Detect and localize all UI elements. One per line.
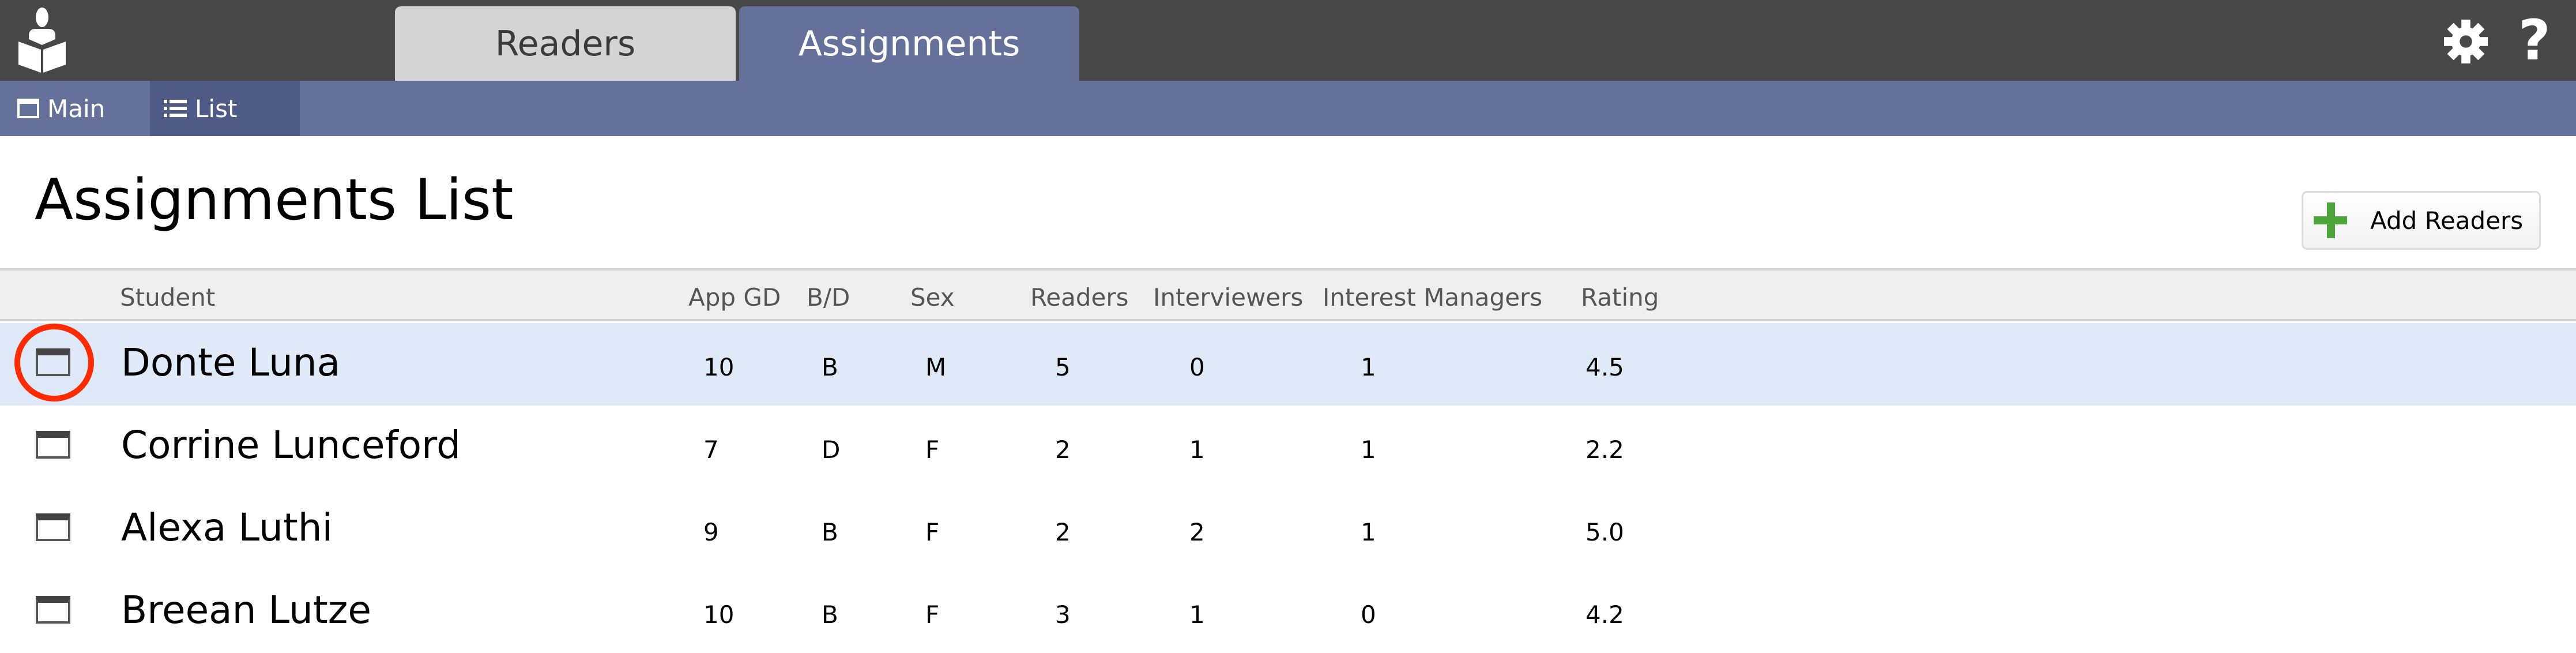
student-name[interactable]: Donte Luna bbox=[121, 340, 341, 385]
column-header-readers[interactable]: Readers bbox=[1030, 283, 1129, 312]
open-record-icon[interactable] bbox=[36, 596, 70, 624]
subnav-list[interactable]: List bbox=[150, 81, 300, 136]
cell-sex: F bbox=[925, 518, 940, 546]
cell-bd: B bbox=[822, 601, 838, 629]
cell-sex: F bbox=[925, 601, 940, 629]
tab-label: Readers bbox=[495, 23, 636, 64]
list-icon bbox=[164, 100, 187, 117]
cell-readers: 5 bbox=[1055, 353, 1071, 381]
cell-bd: B bbox=[822, 353, 838, 381]
cell-rating: 4.2 bbox=[1585, 601, 1624, 629]
add-readers-button[interactable]: Add Readers bbox=[2302, 191, 2541, 250]
column-header-sex[interactable]: Sex bbox=[910, 283, 955, 312]
cell-readers: 2 bbox=[1055, 518, 1071, 546]
gear-icon[interactable] bbox=[2443, 18, 2488, 65]
open-record-icon[interactable] bbox=[36, 431, 70, 459]
cell-sex: M bbox=[925, 353, 947, 381]
tab-label: Assignments bbox=[798, 23, 1020, 64]
cell-app-gd: 9 bbox=[703, 518, 719, 546]
cell-app-gd: 10 bbox=[703, 601, 735, 629]
student-name[interactable]: Corrine Lunceford bbox=[121, 423, 461, 467]
cell-readers: 2 bbox=[1055, 436, 1071, 464]
cell-rating: 5.0 bbox=[1585, 518, 1624, 546]
page-title: Assignments List bbox=[35, 167, 514, 233]
subnav-label: Main bbox=[47, 94, 106, 123]
table-row[interactable]: Alexa Luthi 9 B F 2 2 1 5.0 bbox=[0, 488, 2576, 571]
cell-sex: F bbox=[925, 436, 940, 464]
column-header-bd[interactable]: B/D bbox=[807, 283, 850, 312]
cell-interviewers: 2 bbox=[1189, 518, 1205, 546]
student-name[interactable]: Alexa Luthi bbox=[121, 505, 333, 550]
column-header-interviewers[interactable]: Interviewers bbox=[1153, 283, 1304, 312]
column-header-app-gd[interactable]: App GD bbox=[688, 283, 781, 312]
cell-bd: B bbox=[822, 518, 838, 546]
highlight-annotation-circle bbox=[14, 324, 94, 401]
cell-app-gd: 10 bbox=[703, 353, 735, 381]
column-header-interest-managers[interactable]: Interest Managers bbox=[1323, 283, 1543, 312]
table-row[interactable]: Donte Luna 10 B M 5 0 1 4.5 bbox=[0, 323, 2576, 406]
cell-interviewers: 1 bbox=[1189, 436, 1205, 464]
cell-interest-managers: 1 bbox=[1361, 353, 1376, 381]
cell-interest-managers: 1 bbox=[1361, 518, 1376, 546]
cell-interviewers: 1 bbox=[1189, 601, 1205, 629]
sub-navigation: Main List bbox=[0, 81, 2576, 136]
cell-rating: 4.5 bbox=[1585, 353, 1624, 381]
cell-rating: 2.2 bbox=[1585, 436, 1624, 464]
top-bar: Readers Assignments ? bbox=[0, 0, 2576, 81]
window-icon bbox=[17, 99, 39, 118]
table-header: Student App GD B/D Sex Readers Interview… bbox=[0, 268, 2576, 321]
student-name[interactable]: Breean Lutze bbox=[121, 588, 371, 632]
table-row[interactable]: Breean Lutze 10 B F 3 1 0 4.2 bbox=[0, 571, 2576, 653]
open-record-icon[interactable] bbox=[36, 513, 70, 541]
table-row[interactable]: Corrine Lunceford 7 D F 2 1 1 2.2 bbox=[0, 406, 2576, 488]
cell-interest-managers: 1 bbox=[1361, 436, 1376, 464]
tab-assignments[interactable]: Assignments bbox=[739, 6, 1079, 81]
cell-readers: 3 bbox=[1055, 601, 1071, 629]
cell-bd: D bbox=[822, 436, 841, 464]
add-readers-label: Add Readers bbox=[2370, 206, 2524, 235]
help-icon[interactable]: ? bbox=[2518, 8, 2551, 73]
cell-interest-managers: 0 bbox=[1361, 601, 1376, 629]
column-header-student[interactable]: Student bbox=[120, 283, 216, 312]
plus-icon bbox=[2314, 202, 2347, 238]
tab-readers[interactable]: Readers bbox=[395, 6, 736, 81]
cell-interviewers: 0 bbox=[1189, 353, 1205, 381]
column-header-rating[interactable]: Rating bbox=[1581, 283, 1659, 312]
subnav-label: List bbox=[195, 94, 238, 123]
cell-app-gd: 7 bbox=[703, 436, 719, 464]
subnav-main[interactable]: Main bbox=[17, 81, 105, 136]
reader-book-icon bbox=[18, 7, 66, 73]
